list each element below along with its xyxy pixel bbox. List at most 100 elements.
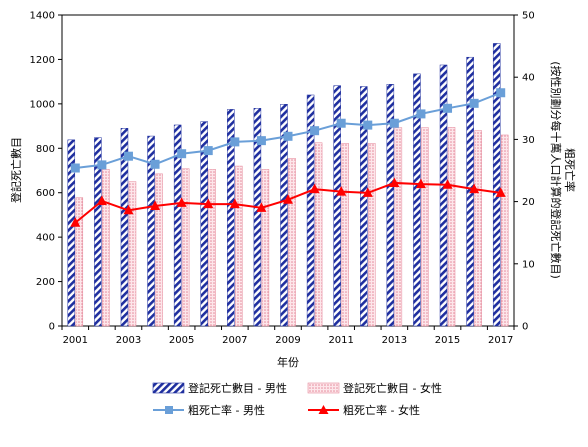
left-tick-label: 1400 [30, 11, 55, 22]
bar-female-deaths-2011 [341, 143, 349, 327]
bar-male-deaths-2001 [67, 139, 76, 327]
point-female-rate-2009 [283, 194, 293, 204]
point-male-rate-2009 [283, 131, 293, 141]
bar-male-deaths-2008 [253, 108, 262, 327]
point-female-rate-2004 [150, 200, 161, 210]
bar-female-deaths-2006 [208, 169, 216, 327]
x-axis-title: 年份 [277, 355, 299, 369]
point-male-rate-2006 [203, 146, 213, 156]
left-tick-label: 200 [36, 277, 55, 288]
bar-male-deaths-2002 [94, 137, 102, 327]
x-axis-ticks: 2001 2003 2005 2007 2009 2011 2013 2015 2017 [61, 326, 515, 346]
point-male-rate-2012 [363, 120, 373, 130]
left-tick-label: 400 [36, 233, 55, 244]
right-tick-label: 50 [522, 11, 535, 22]
legend-item-male-deaths: 登記死亡數目 - 男性 [152, 381, 287, 395]
point-female-rate-2017 [495, 187, 506, 197]
point-male-rate-2002 [97, 160, 107, 170]
point-male-rate-2007 [230, 137, 240, 147]
point-male-rate-2005 [177, 149, 187, 159]
bar-female-deaths-2001 [75, 197, 84, 327]
x-tick-label-2005: 2005 [169, 335, 194, 346]
y-axis-right-title: 粗死亡率(按性別劃分每十萬人口計算的登記死亡數目) [549, 61, 577, 279]
bar-female-deaths-2014 [421, 127, 429, 327]
point-male-rate-2017 [496, 88, 506, 98]
right-tick-label: 40 [522, 73, 535, 84]
point-male-rate-2016 [469, 98, 479, 108]
left-tick-label: 1200 [30, 55, 55, 66]
point-female-rate-2008 [256, 202, 267, 212]
bar-male-deaths-2004 [147, 135, 155, 327]
bar-female-deaths-2017 [500, 134, 509, 327]
bar-female-deaths-2004 [155, 173, 163, 327]
point-male-rate-2015 [443, 103, 453, 113]
left-axis-ticks: 0 200 400 600 800 1000 1200 1400 [30, 11, 62, 333]
bar-female-deaths-2005 [181, 168, 190, 327]
point-female-rate-2006 [203, 198, 214, 209]
point-female-rate-2012 [362, 187, 373, 197]
point-male-rate-2011 [336, 118, 346, 128]
left-tick-label: 600 [36, 188, 55, 199]
left-tick-label: 0 [49, 322, 55, 333]
bar-male-deaths-2009 [280, 104, 288, 327]
right-tick-label: 0 [522, 322, 528, 333]
x-tick-label-2015: 2015 [435, 335, 460, 346]
bar-male-deaths-2010 [306, 94, 315, 327]
legend-item-female-deaths: 登記死亡數目 - 女性 [307, 381, 442, 395]
legend-label-male-deaths: 登記死亡數目 - 男性 [188, 381, 287, 395]
point-female-rate-2007 [229, 198, 240, 209]
x-tick-label-2009: 2009 [275, 335, 300, 346]
point-male-rate-2013 [389, 118, 399, 128]
bar-male-deaths-2003 [120, 128, 129, 327]
bar-female-deaths-2002 [102, 169, 110, 327]
legend-item-male-rate: 粗死亡率 - 男性 [153, 403, 265, 417]
bar-male-deaths-2012 [360, 86, 368, 327]
point-female-rate-2002 [96, 195, 107, 205]
bar-female-deaths-2015 [447, 127, 456, 327]
bar-male-deaths-2013 [386, 84, 395, 327]
x-tick-label-2007: 2007 [222, 335, 247, 346]
point-female-rate-2014 [415, 178, 426, 189]
bar-female-deaths-2003 [128, 181, 137, 327]
point-female-rate-2016 [469, 183, 480, 194]
bar-male-deaths-2005 [173, 124, 182, 327]
right-tick-label: 30 [522, 135, 535, 146]
point-male-rate-2014 [416, 109, 426, 119]
left-tick-label: 1000 [30, 99, 55, 110]
bar-layer [67, 43, 509, 327]
x-tick-label-2013: 2013 [382, 335, 407, 346]
right-tick-label: 10 [522, 259, 535, 270]
point-male-rate-2008 [256, 136, 266, 146]
bar-female-deaths-2010 [314, 142, 323, 327]
bar-male-deaths-2015 [439, 64, 448, 327]
point-female-rate-2011 [336, 186, 347, 196]
y-axis-left-title: 登記死亡數目 [9, 137, 23, 203]
point-female-rate-2015 [442, 179, 453, 189]
bar-female-deaths-2009 [288, 158, 296, 327]
bar-male-deaths-2007 [227, 109, 235, 327]
bar-male-deaths-2011 [333, 85, 341, 327]
line-layer [70, 88, 506, 227]
bar-male-deaths-2014 [413, 73, 421, 327]
legend-label-female-deaths: 登記死亡數目 - 女性 [343, 381, 442, 395]
x-tick-label-2011: 2011 [328, 335, 353, 346]
point-female-rate-2003 [123, 204, 134, 215]
x-tick-label-2001: 2001 [63, 335, 88, 346]
right-tick-label: 20 [522, 197, 535, 208]
legend-label-female-rate: 粗死亡率 - 女性 [343, 403, 420, 417]
point-female-rate-2005 [176, 197, 187, 207]
legend-item-female-rate: 粗死亡率 - 女性 [308, 403, 420, 417]
point-female-rate-2001 [70, 217, 81, 227]
point-male-rate-2010 [310, 126, 320, 136]
point-female-rate-2013 [389, 177, 400, 187]
bar-female-deaths-2007 [235, 165, 243, 327]
right-axis-ticks: 0 10 20 30 40 50 [514, 11, 535, 333]
bar-male-deaths-2017 [492, 43, 501, 327]
line-male-rate [75, 91, 502, 170]
x-tick-label-2017: 2017 [488, 335, 513, 346]
plot-area [61, 14, 515, 327]
legend: 登記死亡數目 - 男性 登記死亡數目 - 女性 粗死亡率 - 男性 粗死亡率 -… [150, 380, 450, 418]
bar-male-deaths-2006 [200, 121, 208, 327]
point-male-rate-2003 [123, 151, 133, 161]
bar-female-deaths-2008 [261, 169, 270, 327]
